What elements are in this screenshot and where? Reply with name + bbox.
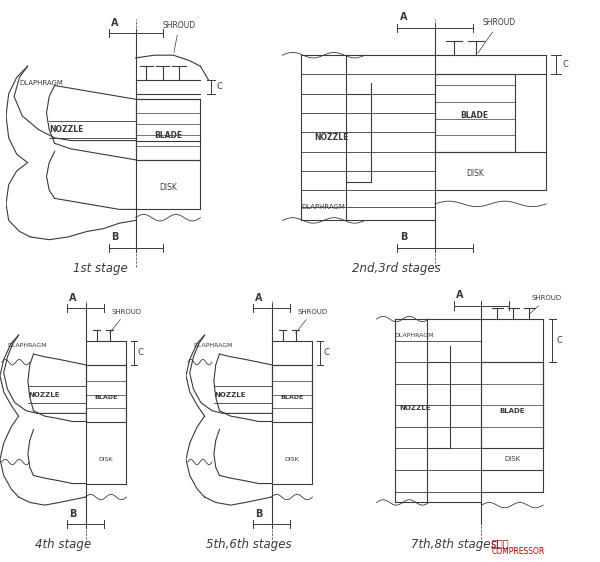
Text: DISK: DISK xyxy=(504,456,520,463)
Text: DLAPHRAGM: DLAPHRAGM xyxy=(301,203,346,210)
Text: NOZZLE: NOZZLE xyxy=(400,405,431,411)
Text: B: B xyxy=(112,233,119,242)
Text: SHROUD: SHROUD xyxy=(529,295,562,314)
Text: 1st stage: 1st stage xyxy=(73,262,128,275)
Bar xyxy=(136,99,200,160)
Text: C: C xyxy=(557,336,563,345)
Text: A: A xyxy=(112,17,119,28)
Text: B: B xyxy=(400,233,407,242)
Text: 2nd,3rd stages: 2nd,3rd stages xyxy=(352,262,441,275)
Bar xyxy=(481,362,543,448)
Text: A: A xyxy=(457,290,464,300)
Text: DISK: DISK xyxy=(98,457,113,462)
Text: DLAPHRAGM: DLAPHRAGM xyxy=(193,343,233,348)
Text: A: A xyxy=(69,293,76,303)
Text: DLAPHRAGM: DLAPHRAGM xyxy=(19,80,64,86)
Text: SHROUD: SHROUD xyxy=(296,309,328,333)
Text: DISK: DISK xyxy=(466,169,484,178)
Text: BLADE: BLADE xyxy=(461,111,489,120)
Text: BLADE: BLADE xyxy=(94,395,118,400)
Text: SHROUD: SHROUD xyxy=(163,21,196,52)
Bar xyxy=(86,365,127,422)
Text: 7th,8th stages: 7th,8th stages xyxy=(411,538,497,551)
Bar xyxy=(272,365,313,422)
Text: NOZZLE: NOZZLE xyxy=(28,392,59,397)
Text: 4th stage: 4th stage xyxy=(35,538,91,551)
Text: NOZZLE: NOZZLE xyxy=(214,392,245,397)
Text: NOZZLE: NOZZLE xyxy=(314,133,349,142)
Text: C: C xyxy=(217,83,223,92)
Text: BLADE: BLADE xyxy=(154,130,182,139)
Text: B: B xyxy=(69,509,76,519)
Text: DLAPHRAGM: DLAPHRAGM xyxy=(7,343,47,348)
Text: C: C xyxy=(137,348,143,357)
Text: B: B xyxy=(255,509,262,519)
Text: SHROUD: SHROUD xyxy=(478,18,516,53)
Text: DISK: DISK xyxy=(159,183,177,192)
Text: DISK: DISK xyxy=(284,457,299,462)
Text: C: C xyxy=(562,60,568,69)
Text: A: A xyxy=(400,12,407,22)
Text: 压缩机: 压缩机 xyxy=(492,538,509,548)
Bar xyxy=(435,75,515,152)
Text: DLAPHRAGM: DLAPHRAGM xyxy=(395,333,434,338)
Text: C: C xyxy=(323,348,329,357)
Text: NOZZLE: NOZZLE xyxy=(49,125,83,134)
Text: SHROUD: SHROUD xyxy=(110,309,142,333)
Text: BLADE: BLADE xyxy=(280,395,304,400)
Text: COMPRESSOR: COMPRESSOR xyxy=(492,547,545,556)
Text: A: A xyxy=(255,293,262,303)
Text: 5th,6th stages: 5th,6th stages xyxy=(206,538,292,551)
Text: BLADE: BLADE xyxy=(499,407,525,414)
